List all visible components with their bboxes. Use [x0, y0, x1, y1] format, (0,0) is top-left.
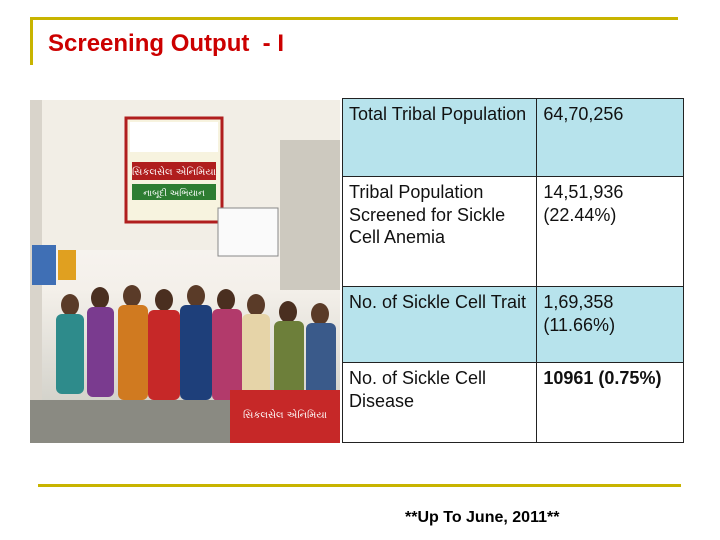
slide-title: Screening Output - I — [48, 30, 285, 57]
table-banner-text: સિકલસેલ એનિમિયા — [243, 408, 328, 421]
left-rule — [30, 17, 33, 65]
row-label-total-tribal: Total Tribal Population — [341, 98, 538, 177]
table-row: Total Tribal Population 64,70,256 — [341, 98, 684, 177]
row-label-screened: Tribal Population Screened for Sickle Ce… — [341, 176, 538, 287]
table-row: No. of Sickle Cell Trait 1,69,358 (11.66… — [341, 286, 684, 363]
bottom-rule — [38, 484, 681, 487]
table-row: No. of Sickle Cell Disease 10961 (0.75%) — [341, 362, 684, 443]
row-value-total-tribal: 64,70,256 — [536, 98, 684, 177]
top-rule — [30, 17, 678, 20]
screening-camp-photo: સિકલસેલ એનિમિયા નાબૂદી અભિયાન — [30, 100, 340, 443]
row-label-trait: No. of Sickle Cell Trait — [341, 286, 538, 363]
banner-line-2: નાબૂદી અભિયાન — [143, 188, 205, 199]
screening-stats-table: Total Tribal Population 64,70,256 Tribal… — [341, 98, 684, 443]
footer-note: **Up To June, 2011** — [405, 509, 560, 526]
banner-line-1: સિકલસેલ એનિમિયા — [132, 165, 217, 178]
row-value-screened: 14,51,936 (22.44%) — [536, 176, 684, 287]
row-label-disease: No. of Sickle Cell Disease — [341, 362, 538, 443]
row-value-trait: 1,69,358 (11.66%) — [536, 286, 684, 363]
row-value-disease: 10961 (0.75%) — [536, 362, 684, 443]
table-row: Tribal Population Screened for Sickle Ce… — [341, 176, 684, 287]
